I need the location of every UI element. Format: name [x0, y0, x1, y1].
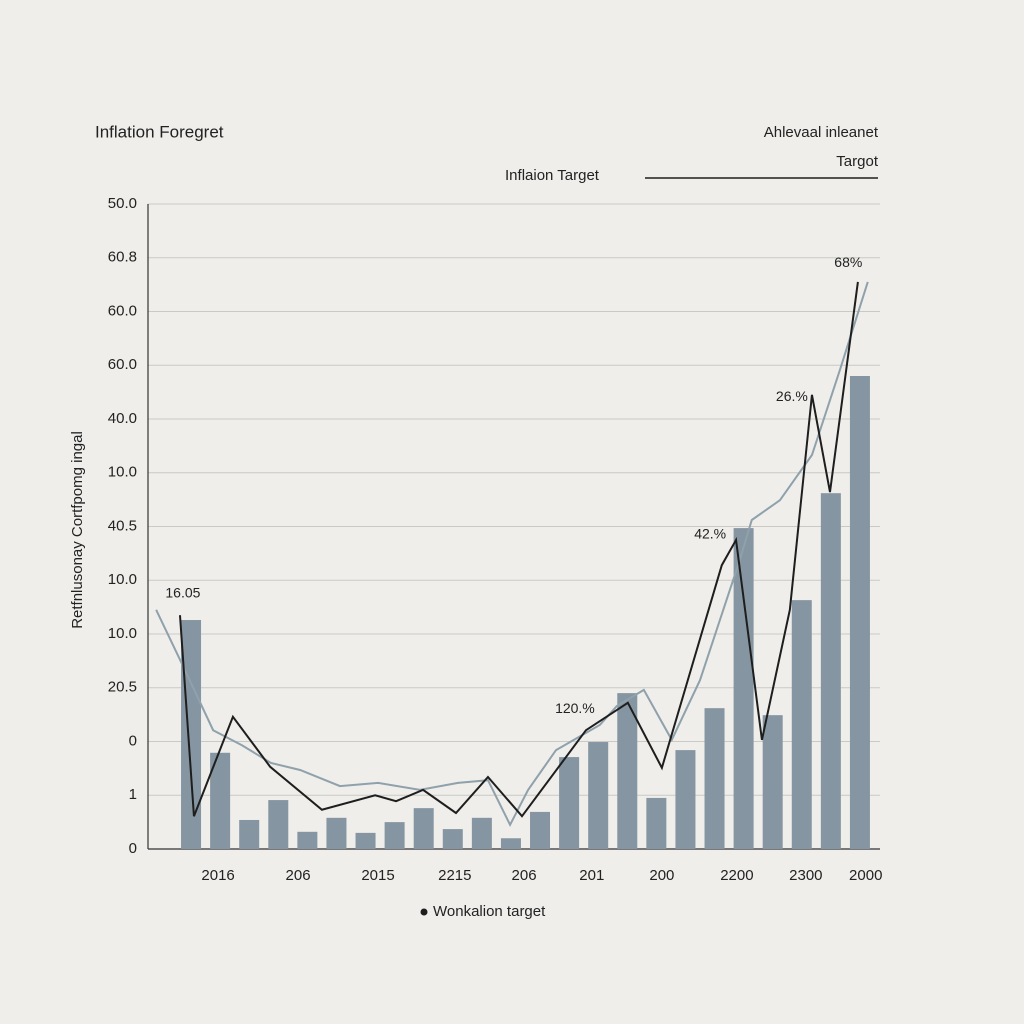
y-tick-label: 10.0 — [108, 464, 137, 481]
bar — [268, 800, 289, 849]
x-tick-label: 206 — [286, 867, 311, 884]
y-tick-label: 20.5 — [108, 679, 137, 696]
y-tick-label: 60.0 — [108, 356, 137, 373]
y-tick-label: 1 — [129, 786, 137, 803]
bar — [530, 811, 551, 849]
bar — [297, 831, 318, 849]
bar — [733, 528, 754, 849]
annotation: 68% — [834, 254, 862, 270]
y-tick-label: 40.5 — [108, 517, 137, 534]
legend-swatch — [420, 908, 428, 916]
bar — [617, 693, 638, 849]
annotation: 26.% — [776, 388, 808, 404]
x-tick-label: 2000 — [849, 867, 882, 884]
x-tick-label: 2200 — [720, 867, 753, 884]
x-tick-label: 2015 — [361, 867, 394, 884]
y-tick-label: 0 — [129, 840, 137, 857]
y-tick-label: 60.8 — [108, 249, 137, 266]
x-tick-label: 2215 — [438, 867, 471, 884]
note: Targot — [836, 153, 879, 170]
note: Ahlevaal inleanet — [764, 124, 879, 141]
bar — [326, 817, 347, 849]
bar — [675, 750, 696, 849]
x-tick-label: 201 — [579, 867, 604, 884]
y-tick-label: 10.0 — [108, 571, 137, 588]
legend-label: Inflaion Target — [505, 167, 600, 184]
annotation: 16.05 — [165, 584, 200, 600]
bar — [210, 752, 231, 849]
bar — [471, 817, 492, 849]
bar — [559, 757, 580, 849]
bar — [500, 838, 521, 849]
y-tick-label: 10.0 — [108, 625, 137, 642]
y-tick-label: 40.0 — [108, 410, 137, 427]
annotation: 42.% — [694, 525, 726, 541]
x-tick-label: 2016 — [201, 867, 234, 884]
y-tick-label: 0 — [129, 732, 137, 749]
bar — [384, 822, 405, 849]
bar — [181, 620, 202, 849]
bar — [239, 819, 260, 849]
legend-label: Wonkalion target — [433, 903, 546, 920]
chart-title: Inflation Foregret — [95, 122, 224, 141]
x-tick-label: 206 — [512, 867, 537, 884]
x-tick-label: 2300 — [789, 867, 822, 884]
bar — [820, 493, 841, 849]
bar — [442, 829, 463, 849]
bar — [588, 742, 609, 849]
x-tick-label: 200 — [649, 867, 674, 884]
bar — [849, 376, 870, 849]
annotation: 120.% — [555, 700, 595, 716]
bar — [704, 708, 725, 849]
bar — [791, 600, 812, 849]
line — [155, 281, 869, 828]
y-tick-label: 50.0 — [108, 195, 137, 212]
line — [178, 281, 859, 818]
bar — [355, 832, 376, 849]
bar — [413, 808, 434, 849]
bar — [762, 715, 783, 849]
y-axis-label: Retfnlusonay Cortfpomg ingal — [69, 431, 86, 629]
y-tick-label: 60.0 — [108, 302, 137, 319]
bar — [646, 797, 667, 849]
